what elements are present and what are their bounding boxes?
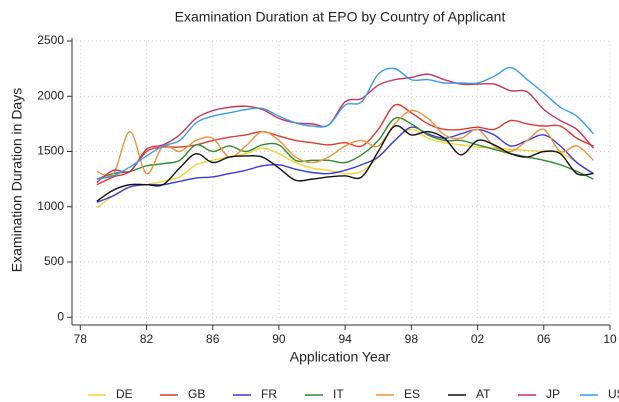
x-tick-label: 86 bbox=[206, 332, 220, 346]
x-tick-label: 94 bbox=[338, 332, 352, 346]
y-tick-label: 1500 bbox=[37, 144, 64, 158]
legend-label: JP bbox=[546, 387, 560, 401]
series-line bbox=[96, 124, 594, 202]
series-line bbox=[96, 66, 594, 180]
series-line bbox=[96, 73, 594, 184]
legend-label: IT bbox=[333, 387, 344, 401]
x-axis-label: Application Year bbox=[290, 349, 391, 365]
y-tick-label: 2500 bbox=[37, 33, 64, 47]
y-tick-label: 2000 bbox=[37, 88, 64, 102]
series-line bbox=[96, 126, 594, 203]
chart-title: Examination Duration at EPO by Country o… bbox=[175, 9, 506, 25]
legend-label: US bbox=[608, 387, 619, 401]
x-tick-label: 82 bbox=[140, 332, 154, 346]
y-tick-label: 1000 bbox=[37, 199, 64, 213]
legend-label: DE bbox=[116, 387, 133, 401]
legend-label: AT bbox=[476, 387, 491, 401]
legend-label: FR bbox=[261, 387, 277, 401]
y-axis-label: Examination Duration in Days bbox=[9, 88, 25, 272]
x-tick-label: 78 bbox=[74, 332, 88, 346]
y-tick-label: 500 bbox=[44, 254, 64, 268]
x-tick-label: 06 bbox=[537, 332, 551, 346]
x-tick-label: 90 bbox=[272, 332, 286, 346]
series-line bbox=[96, 103, 594, 186]
x-tick-label: 10 bbox=[603, 332, 617, 346]
x-tick-label: 98 bbox=[405, 332, 419, 346]
x-tick-label: 02 bbox=[471, 332, 485, 346]
series-line bbox=[96, 109, 594, 177]
legend-label: ES bbox=[404, 387, 420, 401]
legend-label: GB bbox=[188, 387, 205, 401]
y-tick-label: 0 bbox=[57, 309, 64, 323]
series-line bbox=[96, 128, 594, 209]
